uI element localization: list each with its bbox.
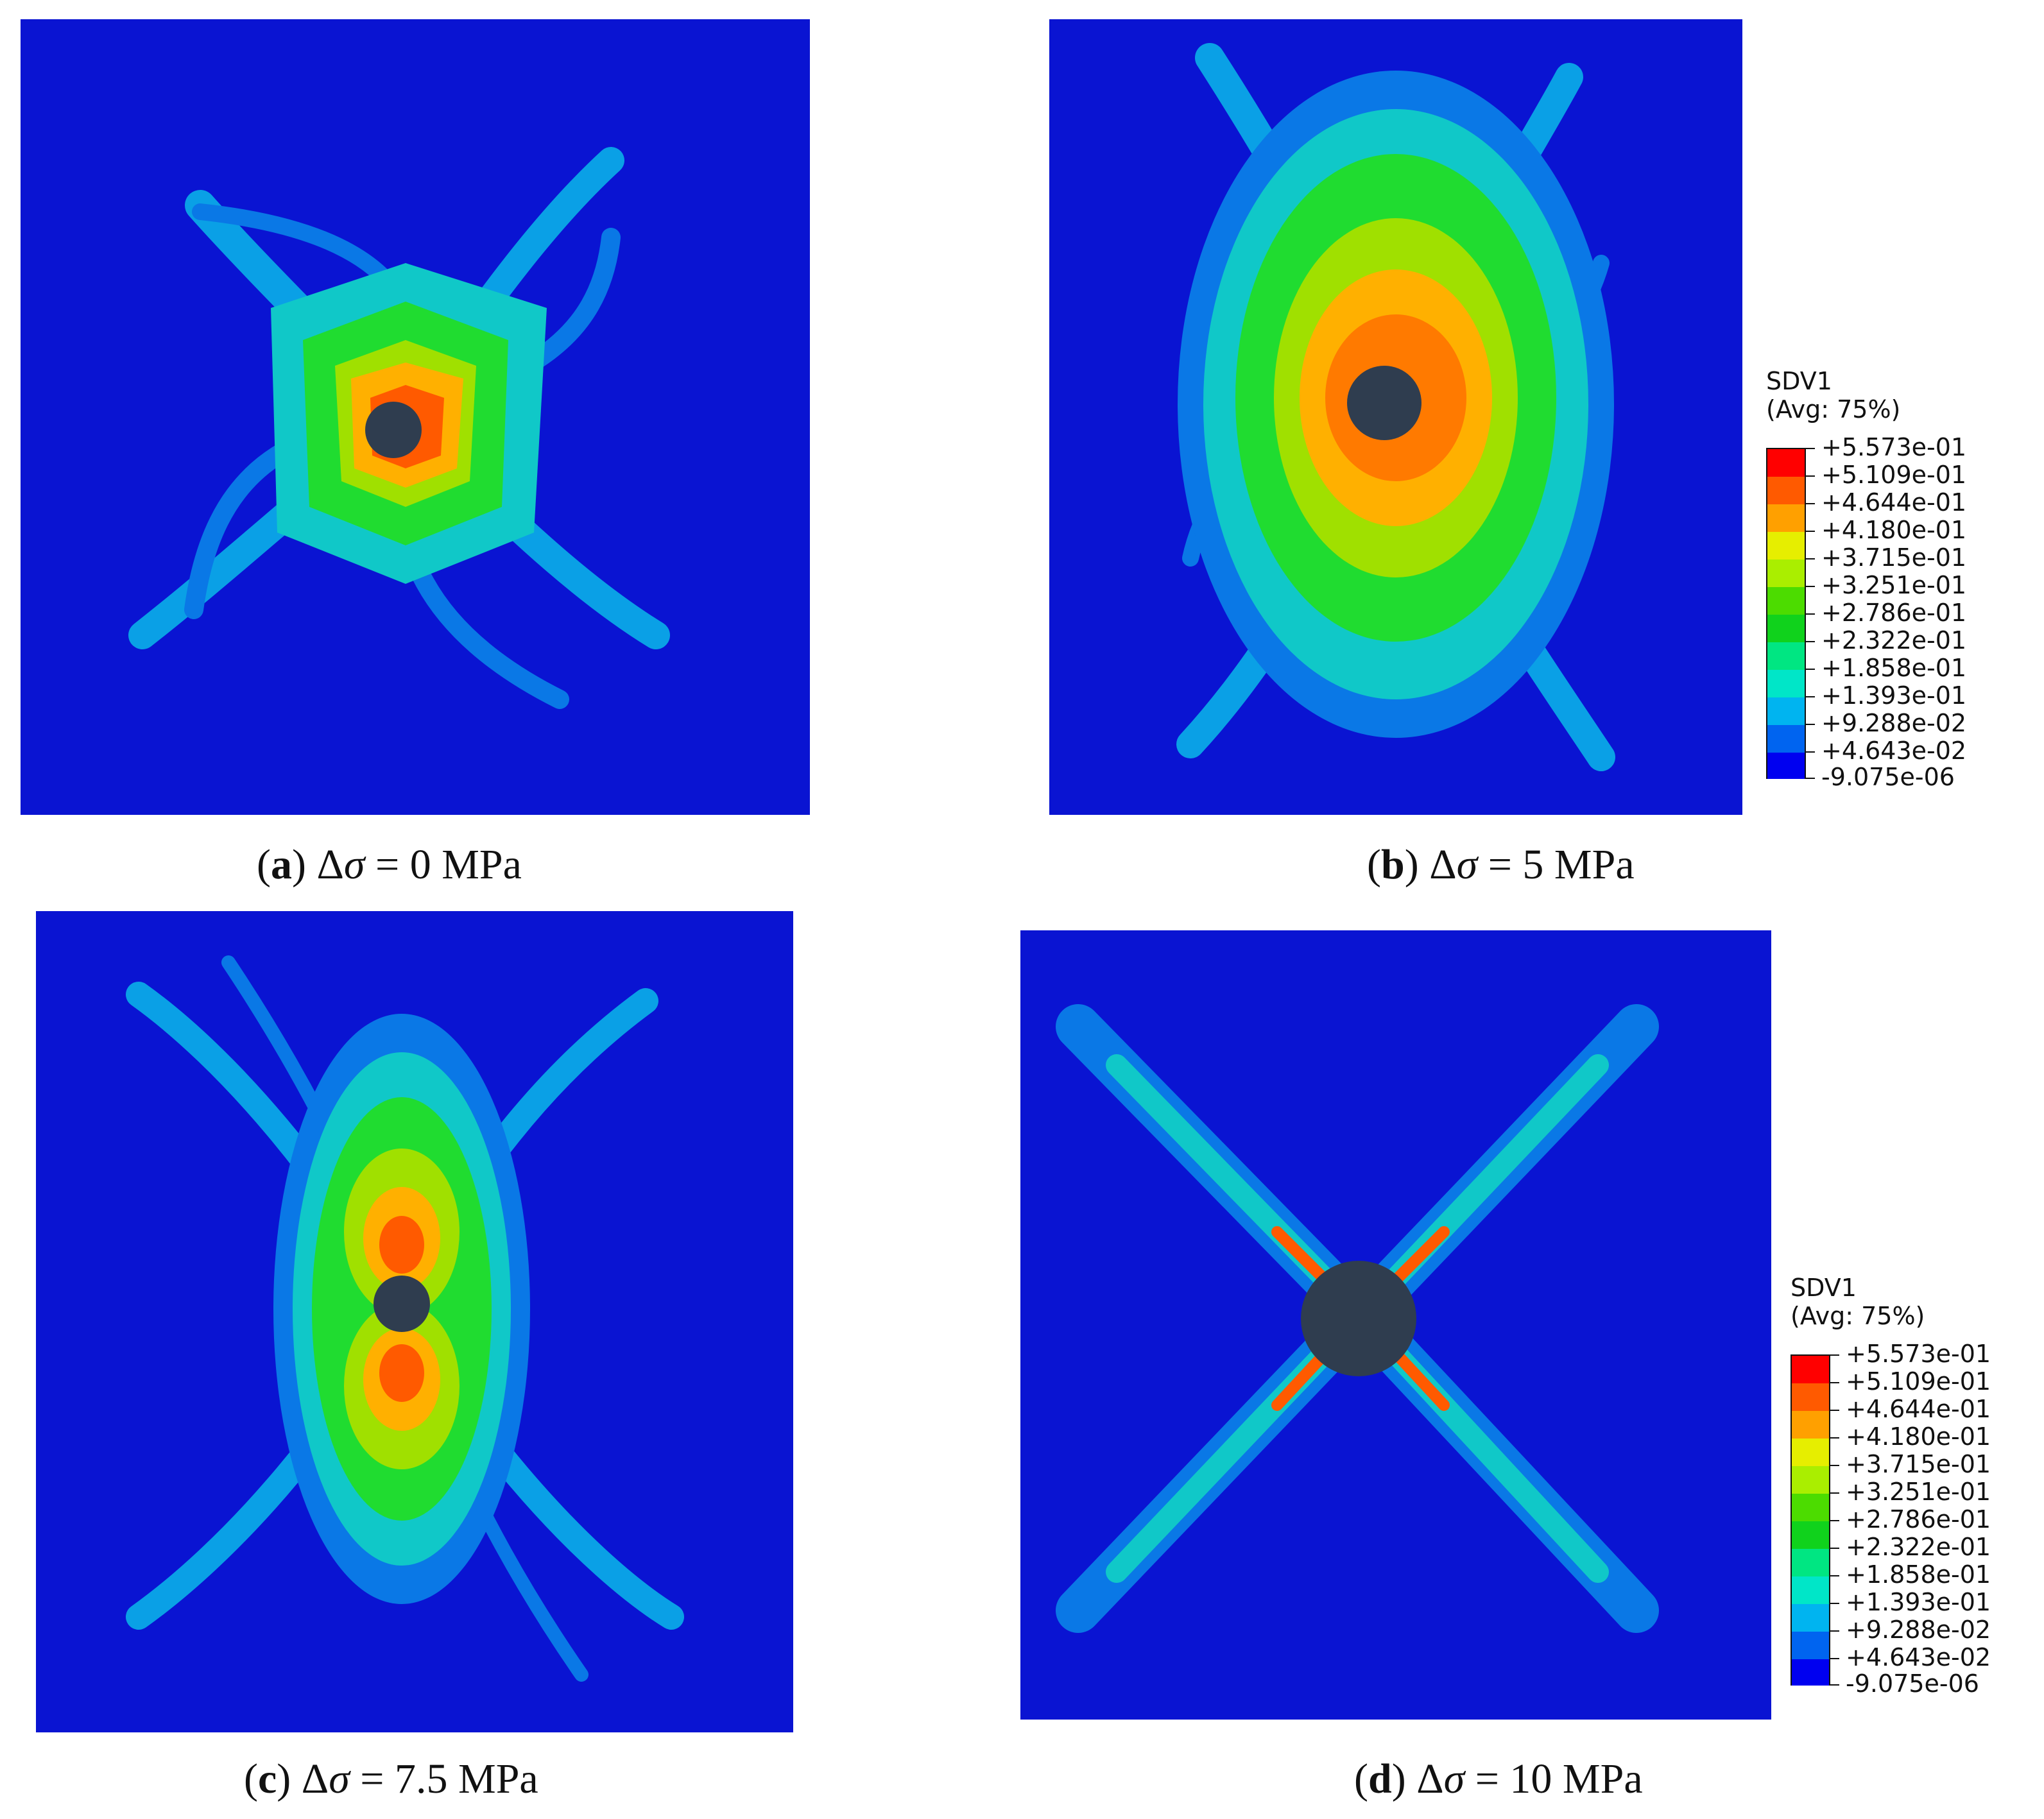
legend-value: +9.288e-02 bbox=[1821, 709, 1967, 737]
caption-b: (b) Δσ = 5 MPa bbox=[1367, 841, 1635, 888]
panel-d-contour bbox=[1020, 930, 1771, 1720]
legend-value: +2.786e-01 bbox=[1846, 1505, 1991, 1533]
legend-title: SDV1 bbox=[1791, 1274, 1857, 1302]
legend-value: +1.393e-01 bbox=[1821, 681, 1967, 710]
legend-value: +5.109e-01 bbox=[1821, 461, 1967, 489]
legend-colorbar bbox=[1766, 448, 1806, 779]
legend-subtitle: (Avg: 75%) bbox=[1766, 395, 1901, 423]
legend-value: +1.393e-01 bbox=[1846, 1588, 1991, 1616]
legend-value: +5.109e-01 bbox=[1846, 1367, 1991, 1396]
legend-colorbar bbox=[1791, 1354, 1830, 1686]
legend-value: +4.180e-01 bbox=[1821, 516, 1967, 544]
caption-a: (a) Δσ = 0 MPa bbox=[257, 841, 522, 888]
legend-value: +4.180e-01 bbox=[1846, 1422, 1991, 1451]
legend-value: +1.858e-01 bbox=[1846, 1560, 1991, 1589]
legend-value: -9.075e-06 bbox=[1846, 1670, 1979, 1698]
legend-subtitle: (Avg: 75%) bbox=[1791, 1302, 1925, 1330]
legend-value: +1.858e-01 bbox=[1821, 654, 1967, 682]
legend-value: +5.573e-01 bbox=[1821, 433, 1967, 461]
legend-value: +4.644e-01 bbox=[1846, 1395, 1991, 1423]
panel-b-contour bbox=[1049, 19, 1742, 815]
legend-value: -9.075e-06 bbox=[1821, 763, 1955, 791]
legend-value: +2.786e-01 bbox=[1821, 599, 1967, 627]
panel-a-contour bbox=[21, 19, 810, 815]
legend-value: +3.715e-01 bbox=[1821, 543, 1967, 572]
legend-value: +4.643e-02 bbox=[1821, 737, 1967, 765]
caption-d: (d) Δσ = 10 MPa bbox=[1354, 1755, 1643, 1802]
panel-c-contour bbox=[36, 911, 793, 1732]
legend-title: SDV1 bbox=[1766, 367, 1832, 395]
color-legend-bottom: SDV1 (Avg: 75%) +5.573e-01 +5.109e-01 +4… bbox=[1791, 1274, 1991, 1696]
legend-value: +9.288e-02 bbox=[1846, 1616, 1991, 1644]
legend-value: +5.573e-01 bbox=[1846, 1340, 1991, 1368]
color-legend-top: SDV1 (Avg: 75%) +5.573e-01 +5.109e-01 +4… bbox=[1766, 367, 1966, 789]
legend-value: +3.715e-01 bbox=[1846, 1450, 1991, 1478]
legend-value: +2.322e-01 bbox=[1821, 626, 1967, 654]
caption-c: (c) Δσ = 7.5 MPa bbox=[244, 1755, 538, 1802]
legend-value: +3.251e-01 bbox=[1846, 1478, 1991, 1506]
legend-value: +2.322e-01 bbox=[1846, 1533, 1991, 1561]
legend-value: +4.644e-01 bbox=[1821, 488, 1967, 517]
legend-value: +3.251e-01 bbox=[1821, 571, 1967, 599]
legend-value: +4.643e-02 bbox=[1846, 1643, 1991, 1671]
